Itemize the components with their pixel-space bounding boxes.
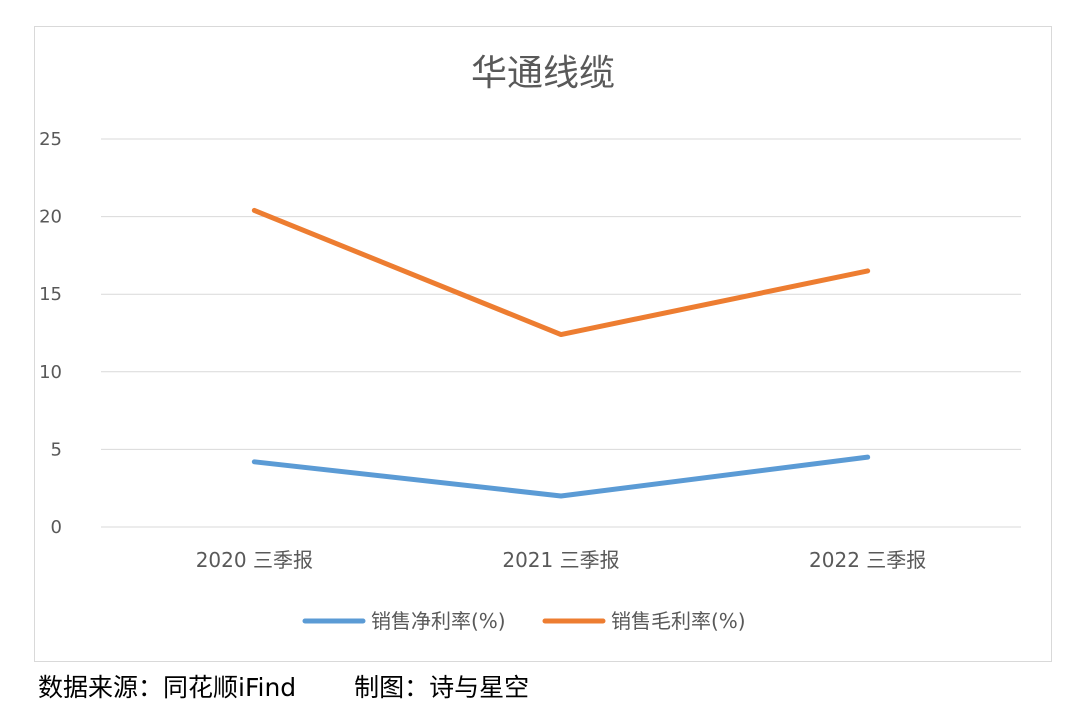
data-point-1-1 (559, 333, 563, 337)
data-point-0-1 (559, 494, 563, 498)
source-note: 数据来源：同花顺iFind (38, 673, 297, 702)
chart-title: 华通线缆 (471, 53, 615, 94)
y-axis-ticks: 0 5 10 15 20 25 (39, 129, 62, 538)
x-tick-label-0: 2020 三季报 (196, 548, 313, 572)
legend-label-0: 销售净利率(%) (371, 609, 506, 633)
chart-frame: 华通线缆 0 5 10 15 20 25 2020 三季报 2021 三季报 2022 三季报… (34, 26, 1052, 662)
x-axis-ticks: 2020 三季报 2021 三季报 2022 三季报 (196, 548, 927, 572)
legend: 销售净利率(%) 销售毛利率(%) (302, 609, 746, 633)
x-tick-label-1: 2021 三季报 (502, 548, 619, 572)
y-tick-label-25: 25 (39, 129, 62, 150)
x-tick-label-2: 2022 三季报 (809, 548, 926, 572)
series-line-0 (251, 454, 871, 499)
line-chart: 华通线缆 0 5 10 15 20 25 2020 三季报 2021 三季报 2022 三季报… (39, 53, 1021, 633)
y-tick-label-15: 15 (39, 284, 62, 305)
y-tick-label-5: 5 (51, 439, 62, 460)
data-point-0-0 (252, 460, 256, 464)
credit-note: 制图：诗与星空 (354, 673, 530, 702)
data-point-1-2 (866, 269, 870, 273)
data-point-1-0 (252, 208, 256, 212)
legend-label-1: 销售毛利率(%) (611, 609, 746, 633)
gridlines (101, 138, 1021, 528)
series-lines (251, 207, 871, 499)
y-tick-label-0: 0 (51, 517, 62, 538)
y-tick-label-10: 10 (39, 362, 62, 383)
data-point-0-2 (866, 455, 870, 459)
series-line-1 (251, 207, 871, 338)
footer: 数据来源：同花顺iFind 制图：诗与星空 (38, 668, 529, 704)
y-tick-label-20: 20 (39, 207, 62, 228)
